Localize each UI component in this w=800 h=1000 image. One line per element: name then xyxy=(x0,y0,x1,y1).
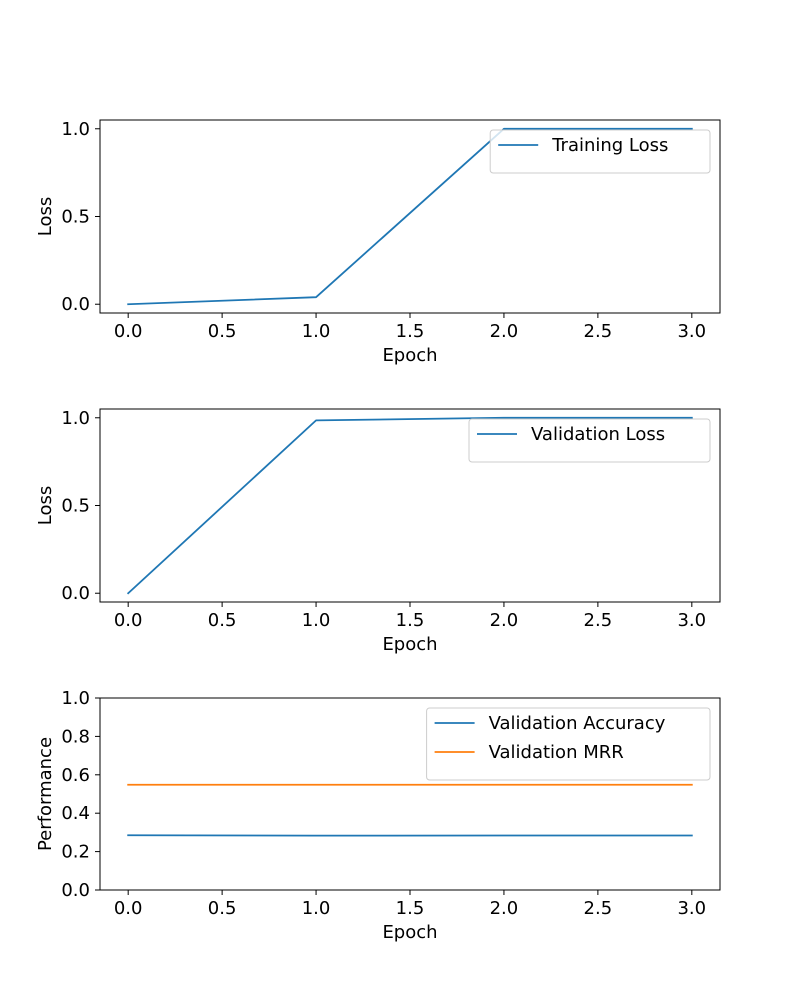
x-tick-label: 1.0 xyxy=(302,898,331,919)
y-tick-label: 0.6 xyxy=(61,765,90,786)
legend-label: Validation Loss xyxy=(531,424,665,445)
y-tick-label: 1.0 xyxy=(61,408,90,429)
x-tick-label: 0.5 xyxy=(208,898,237,919)
x-tick-label: 0.0 xyxy=(114,610,143,631)
legend-box xyxy=(489,129,711,174)
legend: Training Loss xyxy=(489,129,711,174)
x-tick-label: 0.5 xyxy=(208,610,237,631)
legend-label: Validation Accuracy xyxy=(489,713,666,734)
x-axis-label: Epoch xyxy=(382,922,437,943)
subplot-3: 0.0 0.5 1.0 1.5 2.0 2.5 3.0 0.0 0.2 0.4 0.6 0.8 1.0 E… xyxy=(35,688,721,943)
series-line-1 xyxy=(127,127,693,306)
x-tick-label: 0.5 xyxy=(208,321,237,342)
x-tick-label: 2.0 xyxy=(490,321,519,342)
y-tick-label: 0.4 xyxy=(61,803,90,824)
y-tick-label: 0.5 xyxy=(61,207,90,228)
legend-box xyxy=(468,418,711,463)
x-tick-label: 2.0 xyxy=(490,898,519,919)
legend-label: Validation MRR xyxy=(489,742,624,763)
x-axis-label: Epoch xyxy=(382,345,437,366)
subplot-2: 0.0 0.5 1.0 1.5 2.0 2.5 3.0 0.0 0.5 1.0 Epoch Loss V… xyxy=(35,408,721,655)
y-tick-label: 1.0 xyxy=(61,688,90,709)
x-tick-label: 3.0 xyxy=(677,898,706,919)
y-tick-label: 0.2 xyxy=(61,842,90,863)
x-tick-label: 1.0 xyxy=(302,321,331,342)
x-tick-label: 0.0 xyxy=(114,321,143,342)
y-tick-label: 0.5 xyxy=(61,496,90,517)
y-tick-label: 1.0 xyxy=(61,119,90,140)
x-tick-label: 1.5 xyxy=(396,610,425,631)
x-tick-label: 3.0 xyxy=(677,610,706,631)
y-tick-label: 0.0 xyxy=(61,880,90,901)
x-tick-label: 2.0 xyxy=(490,610,519,631)
y-axis-label: Performance xyxy=(35,737,56,851)
y-tick-label: 0.0 xyxy=(61,294,90,315)
legend: Validation Accuracy Validation MRR xyxy=(426,707,711,781)
x-tick-label: 2.5 xyxy=(584,610,613,631)
x-tick-label: 1.5 xyxy=(396,321,425,342)
y-axis-label: Loss xyxy=(35,486,56,525)
x-tick-label: 2.5 xyxy=(584,898,613,919)
y-axis-label: Loss xyxy=(35,197,56,236)
y-tick-label: 0.8 xyxy=(61,726,90,747)
subplot-1: 0.0 0.5 1.0 1.5 2.0 2.5 3.0 0.0 0.5 1.0 Epoch Loss T… xyxy=(35,119,721,366)
series-line-1 xyxy=(126,416,693,595)
legend-label: Training Loss xyxy=(551,135,668,156)
x-tick-label: 3.0 xyxy=(677,321,706,342)
x-tick-label: 1.5 xyxy=(396,898,425,919)
x-tick-label: 1.0 xyxy=(302,610,331,631)
x-axis-label: Epoch xyxy=(382,634,437,655)
legend: Validation Loss xyxy=(468,418,711,463)
x-tick-label: 0.0 xyxy=(114,898,143,919)
y-tick-label: 0.0 xyxy=(61,583,90,604)
legend-box xyxy=(426,707,711,781)
x-tick-label: 2.5 xyxy=(584,321,613,342)
